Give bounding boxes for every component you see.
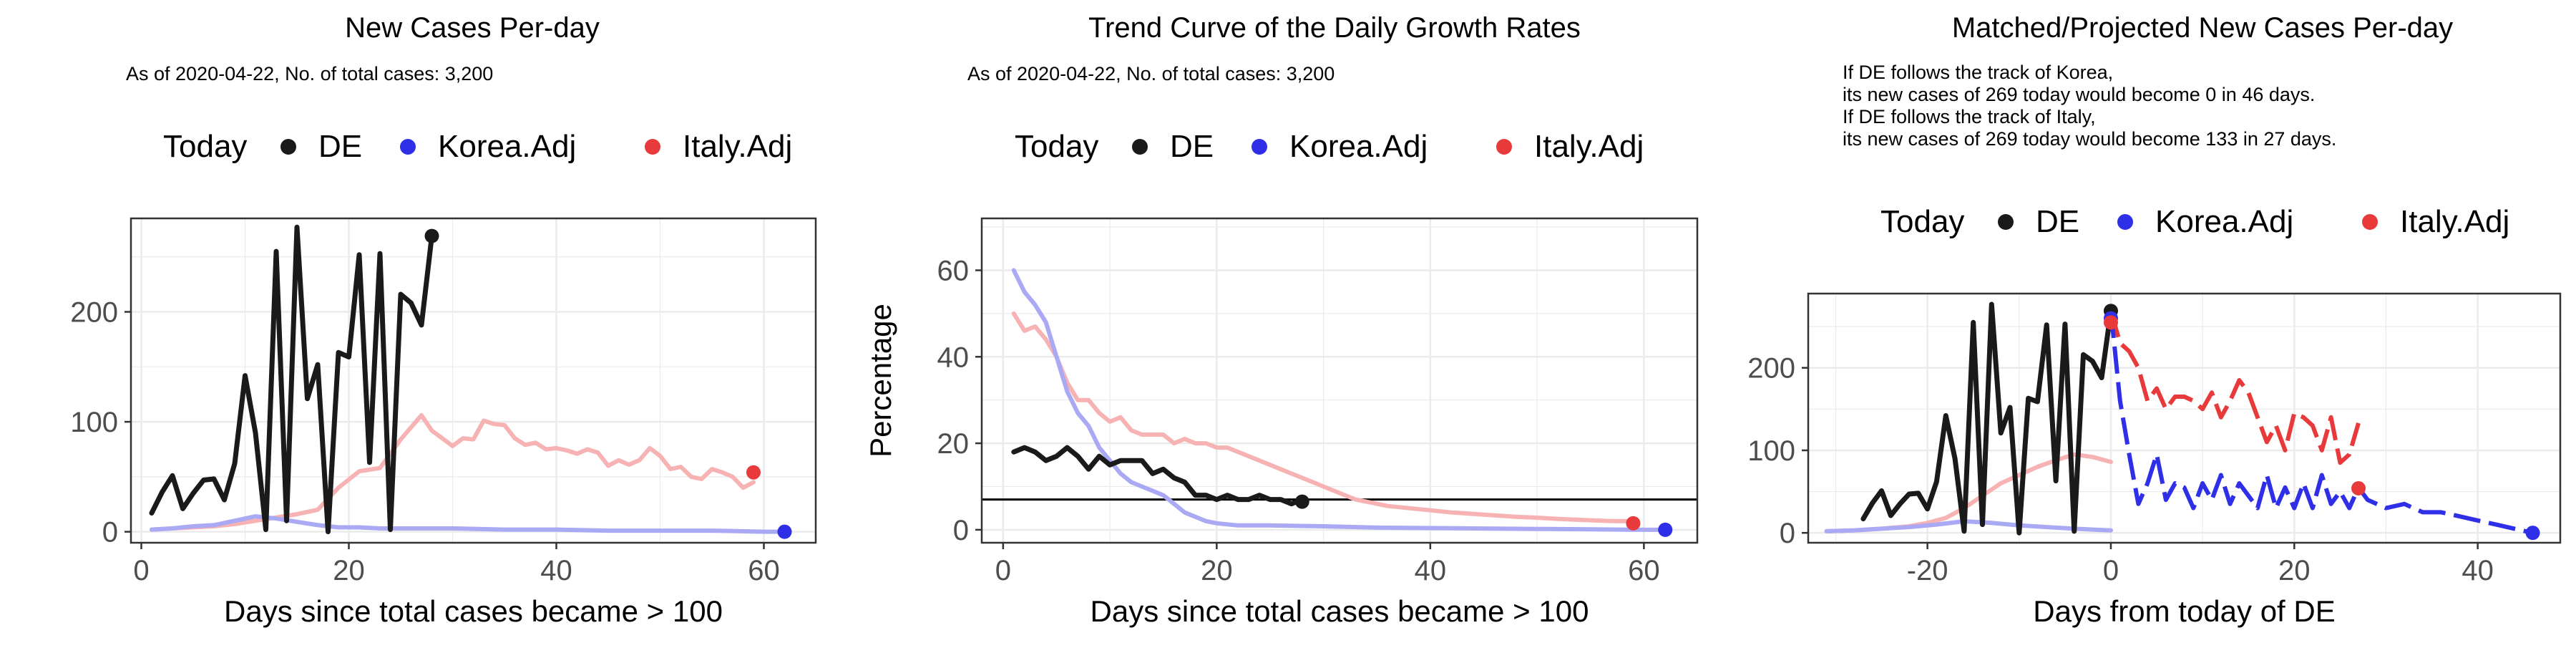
chart-subtitle-line: its new cases of 269 today would become … (1843, 84, 2315, 105)
legend-key-italy-adj (645, 139, 660, 155)
series-line-korea-adj (2109, 310, 2534, 536)
legend-title: Today (1880, 204, 1964, 239)
chart-subtitle: As of 2020-04-22, No. of total cases: 3,… (967, 63, 1335, 84)
chart-title: Matched/Projected New Cases Per-day (1952, 12, 2453, 44)
legend-label: Korea.Adj (1289, 129, 1428, 164)
legend-label: DE (1170, 129, 1214, 164)
series-line-de (1011, 445, 1305, 507)
legend-key-italy-adj (2362, 214, 2378, 230)
y-tick-label: 0 (953, 515, 969, 546)
x-tick-label: 20 (333, 555, 365, 586)
legend-label: Korea.Adj (2155, 204, 2293, 239)
plot-border (130, 217, 817, 544)
today-point-de (424, 228, 439, 243)
today-point-italy-adj (1626, 516, 1641, 531)
plot-area (980, 217, 1699, 544)
y-tick-label: 0 (102, 517, 118, 548)
y-tick-label: 100 (1747, 435, 1795, 467)
chart-title: New Cases Per-day (345, 12, 600, 44)
y-tick-label: 20 (937, 428, 970, 460)
today-point-korea-adj (777, 524, 792, 539)
series-line-de (149, 224, 434, 535)
legend-label: DE (2036, 204, 2079, 239)
legend: Today DE Korea.Adj Italy.Adj (1015, 129, 1644, 164)
legend-label: Italy.Adj (1534, 129, 1644, 164)
series-line-italy-adj (1011, 311, 1636, 523)
chart-subtitle-line: If DE follows the track of Korea, (1843, 62, 2113, 83)
x-tick-label: 40 (2462, 555, 2494, 586)
x-tick-label: 60 (748, 555, 780, 586)
x-tick-label: 0 (2103, 555, 2119, 586)
y-tick-label: 40 (937, 342, 970, 373)
legend-label: Korea.Adj (438, 129, 576, 164)
chart-panel-2: Trend Curve of the Daily Growth Rates As … (864, 12, 1699, 628)
series-line-de (1860, 301, 2114, 536)
x-tick-label: 0 (133, 555, 149, 586)
chart-panel-3: Matched/Projected New Cases Per-day If DE… (1747, 12, 2562, 628)
legend-key-de (1998, 214, 2014, 230)
today-point-italy-adj (2351, 480, 2366, 495)
y-axis-label: Percentage (864, 304, 897, 458)
legend-title: Today (1015, 129, 1098, 164)
today-point-korea-adj (2525, 526, 2540, 541)
legend-key-de (280, 139, 296, 155)
y-tick-label: 200 (70, 297, 118, 329)
legend-key-de (1132, 139, 1148, 155)
series-line-korea-adj-past- (1824, 519, 2113, 533)
legend-key-korea-adj (400, 139, 416, 155)
legend-label: Italy.Adj (683, 129, 792, 164)
y-tick-label: 0 (1780, 518, 1795, 549)
x-axis-label: Days since total cases became > 100 (224, 594, 723, 628)
legend-label: DE (318, 129, 362, 164)
chart-subtitle: As of 2020-04-22, No. of total cases: 3,… (126, 63, 493, 84)
series-line-korea-adj (1011, 268, 1668, 532)
x-tick-label: 20 (1201, 555, 1233, 586)
x-axis-label: Days since total cases became > 100 (1091, 594, 1589, 628)
chart-panel-1: New Cases Per-day As of 2020-04-22, No. o… (70, 12, 817, 628)
x-tick-label: -20 (1907, 555, 1948, 586)
series-line-italy-adj (2109, 310, 2361, 465)
plot-background (982, 218, 1697, 543)
today-point-korea-adj (1658, 522, 1673, 537)
legend: Today DE Korea.Adj Italy.Adj (1880, 204, 2509, 239)
x-tick-label: 40 (1415, 555, 1447, 586)
today-point-de (1294, 494, 1309, 509)
today-point-italy-adj (2103, 315, 2118, 330)
chart-subtitle-line: If DE follows the track of Italy, (1843, 106, 2096, 127)
x-tick-label: 40 (540, 555, 572, 586)
legend: Today DE Korea.Adj Italy.Adj (163, 129, 792, 164)
y-tick-label: 60 (937, 255, 970, 286)
legend-key-korea-adj (2117, 214, 2133, 230)
chart-title: Trend Curve of the Daily Growth Rates (1088, 12, 1581, 44)
y-tick-label: 100 (70, 407, 118, 438)
y-tick-label: 200 (1747, 353, 1795, 385)
legend-key-italy-adj (1496, 139, 1512, 155)
plot-background (131, 218, 816, 543)
legend-title: Today (163, 129, 247, 164)
series-line-italy-adj (150, 412, 756, 532)
today-point-italy-adj (746, 465, 761, 480)
plot-area (1807, 292, 2562, 544)
x-tick-label: 20 (2278, 555, 2311, 586)
plot-area (130, 217, 817, 544)
plot-background (1808, 294, 2560, 543)
plot-border (1807, 292, 2562, 544)
x-tick-label: 0 (995, 555, 1011, 586)
x-tick-label: 60 (1628, 555, 1660, 586)
x-axis-label: Days from today of DE (2033, 594, 2335, 628)
legend-label: Italy.Adj (2400, 204, 2509, 239)
series-line-korea-adj (150, 514, 787, 534)
chart-subtitle-line: its new cases of 269 today would become … (1843, 128, 2336, 150)
plot-border (980, 217, 1699, 544)
legend-key-korea-adj (1252, 139, 1267, 155)
